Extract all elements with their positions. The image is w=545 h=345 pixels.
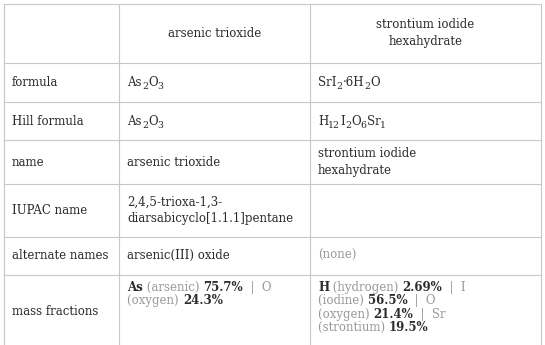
Text: (arsenic): (arsenic): [143, 281, 203, 294]
Text: name: name: [12, 156, 45, 169]
Text: H: H: [318, 115, 328, 128]
Text: alternate names: alternate names: [12, 249, 108, 263]
Text: (hydrogen): (hydrogen): [329, 281, 402, 294]
Text: ·6H: ·6H: [343, 76, 364, 89]
Text: |  I: | I: [442, 281, 466, 294]
Text: strontium iodide
hexahydrate: strontium iodide hexahydrate: [318, 147, 416, 177]
Text: 75.7%: 75.7%: [203, 281, 243, 294]
Text: (oxygen): (oxygen): [318, 308, 373, 321]
Text: |  O: | O: [243, 281, 271, 294]
Text: 2,4,5-trioxa-1,3-
diarsabicyclo[1.1.1]pentane: 2,4,5-trioxa-1,3- diarsabicyclo[1.1.1]pe…: [128, 195, 294, 225]
Text: |  Sr: | Sr: [413, 308, 446, 321]
Text: (oxygen): (oxygen): [128, 294, 183, 307]
Text: arsenic trioxide: arsenic trioxide: [168, 27, 262, 40]
Text: 21.4%: 21.4%: [373, 308, 413, 321]
Text: 3: 3: [158, 121, 164, 130]
Text: As: As: [128, 281, 143, 294]
Text: 2: 2: [337, 82, 343, 91]
Text: Sr: Sr: [367, 115, 380, 128]
Text: 56.5%: 56.5%: [368, 294, 407, 307]
Text: |  O: | O: [407, 294, 436, 307]
Text: As: As: [128, 76, 142, 89]
Text: 2: 2: [364, 82, 370, 91]
Text: O: O: [148, 76, 158, 89]
Text: (iodine): (iodine): [318, 294, 368, 307]
Text: 2: 2: [142, 121, 148, 130]
Text: O: O: [351, 115, 361, 128]
Text: 24.3%: 24.3%: [183, 294, 223, 307]
Text: O: O: [370, 76, 380, 89]
Text: SrI: SrI: [318, 76, 337, 89]
Text: H: H: [318, 281, 329, 294]
Text: 12: 12: [328, 121, 340, 130]
Text: 1: 1: [380, 121, 386, 130]
Text: 3: 3: [158, 82, 164, 91]
Text: formula: formula: [12, 76, 58, 89]
Text: arsenic(III) oxide: arsenic(III) oxide: [128, 249, 230, 263]
Text: (strontium): (strontium): [318, 321, 389, 334]
Text: I: I: [340, 115, 345, 128]
Text: IUPAC name: IUPAC name: [12, 204, 87, 217]
Text: strontium iodide
hexahydrate: strontium iodide hexahydrate: [377, 19, 475, 49]
Text: As: As: [128, 115, 142, 128]
Text: 6: 6: [361, 121, 367, 130]
Text: 2: 2: [345, 121, 351, 130]
Text: O: O: [148, 115, 158, 128]
Text: (none): (none): [318, 249, 356, 263]
Text: arsenic trioxide: arsenic trioxide: [128, 156, 221, 169]
Text: 2: 2: [142, 82, 148, 91]
Text: 2.69%: 2.69%: [402, 281, 442, 294]
Text: Hill formula: Hill formula: [12, 115, 83, 128]
Text: mass fractions: mass fractions: [12, 305, 99, 318]
Text: 19.5%: 19.5%: [389, 321, 428, 334]
